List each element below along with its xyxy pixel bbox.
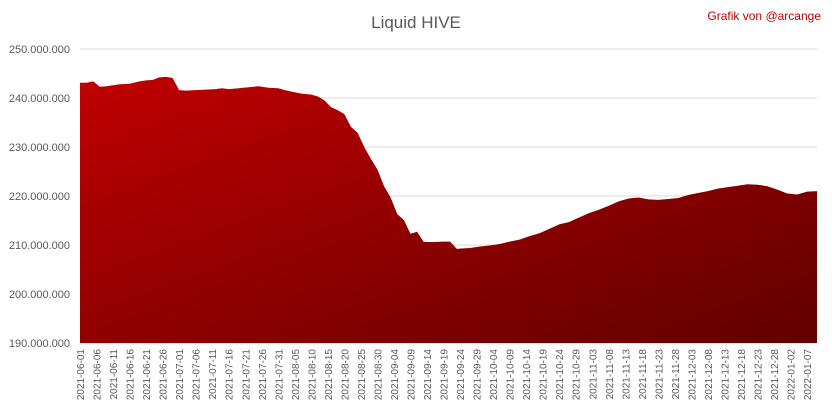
x-tick-label: 2021-12-28	[770, 349, 781, 401]
x-tick-label: 2021-07-11	[208, 349, 219, 400]
x-tick-label: 2021-08-30	[373, 349, 384, 401]
y-tick-label: 240.000.000	[9, 93, 70, 105]
x-tick-label: 2021-06-06	[93, 349, 104, 401]
area-series	[80, 76, 817, 344]
y-tick-label: 210.000.000	[9, 240, 70, 252]
chart-title: Liquid HIVE	[371, 13, 461, 32]
x-tick-label: 2021-09-04	[390, 349, 401, 401]
series-area	[80, 76, 817, 344]
x-tick-label: 2021-07-01	[175, 349, 186, 401]
x-tick-label: 2021-11-13	[621, 349, 632, 400]
x-tick-label: 2021-08-10	[307, 349, 318, 401]
x-tick-label: 2021-06-16	[126, 349, 137, 401]
x-tick-label: 2021-08-25	[357, 349, 368, 401]
x-tick-label: 2021-10-09	[506, 349, 517, 401]
y-tick-label: 200.000.000	[9, 289, 70, 301]
y-tick-label: 220.000.000	[9, 191, 70, 203]
x-tick-label: 2021-09-09	[406, 349, 417, 401]
x-tick-label: 2021-10-14	[522, 349, 533, 401]
x-tick-label: 2021-07-06	[192, 349, 203, 401]
y-tick-label: 230.000.000	[9, 142, 70, 154]
y-tick-label: 190.000.000	[9, 338, 70, 350]
x-tick-label: 2021-11-03	[588, 349, 599, 400]
x-tick-label: 2021-06-01	[76, 349, 87, 401]
x-tick-label: 2021-10-19	[539, 349, 550, 401]
x-tick-label: 2021-11-18	[638, 349, 649, 400]
x-tick-label: 2021-11-08	[605, 349, 616, 400]
x-tick-label: 2021-08-15	[324, 349, 335, 401]
x-tick-label: 2021-12-23	[754, 349, 765, 401]
x-tick-label: 2021-12-03	[687, 349, 698, 401]
x-tick-label: 2021-10-04	[489, 349, 500, 401]
x-axis-ticks: 2021-06-01 2021-06-06 2021-06-11 2021-06-16…	[76, 349, 814, 401]
x-tick-label: 2021-11-23	[654, 349, 665, 400]
x-tick-label: 2021-10-24	[555, 349, 566, 401]
x-tick-label: 2021-07-31	[274, 349, 285, 401]
x-tick-label: 2021-12-18	[737, 349, 748, 401]
x-tick-label: 2021-08-05	[291, 349, 302, 401]
x-tick-label: 2021-06-11	[109, 349, 120, 400]
y-tick-label: 250.000.000	[9, 44, 70, 56]
x-tick-label: 2021-12-13	[720, 349, 731, 401]
x-tick-label: 2021-06-21	[142, 349, 153, 401]
x-tick-label: 2021-07-16	[225, 349, 236, 401]
x-tick-label: 2021-12-08	[704, 349, 715, 401]
x-tick-label: 2021-07-26	[258, 349, 269, 401]
x-tick-label: 2021-08-20	[340, 349, 351, 401]
x-tick-label: 2021-10-29	[572, 349, 583, 401]
x-tick-label: 2022-01-02	[787, 349, 798, 401]
x-tick-label: 2021-09-24	[456, 349, 467, 401]
chart-credit: Grafik von @arcange	[707, 9, 821, 23]
x-tick-label: 2021-06-26	[159, 349, 170, 401]
x-tick-label: 2021-09-29	[473, 349, 484, 401]
y-axis-ticks: 190.000.000 200.000.000 210.000.000 220.000…	[9, 44, 70, 350]
x-tick-label: 2021-07-21	[241, 349, 252, 401]
x-tick-label: 2021-11-28	[671, 349, 682, 400]
x-tick-label: 2021-09-14	[423, 349, 434, 401]
x-tick-label: 2021-09-19	[440, 349, 451, 401]
x-tick-label: 2022-01-07	[803, 349, 814, 401]
